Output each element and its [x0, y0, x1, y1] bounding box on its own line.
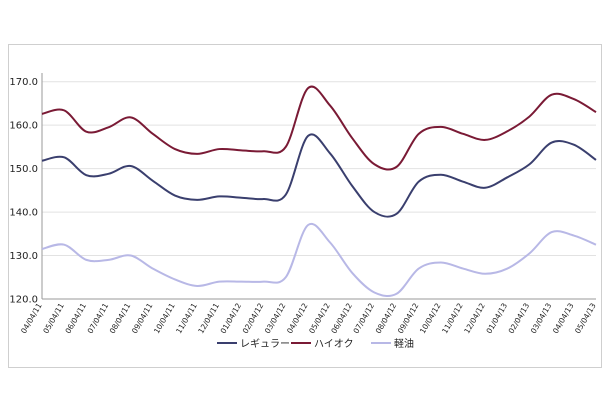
- series-line-1: [41, 133, 597, 218]
- x-tick-label: 09/04/11: [130, 301, 155, 335]
- legend-label: レギュラー: [240, 338, 290, 350]
- chart-frame: 120.0 130.0 140.0 150.0 160.0 170.0 04/04/11 0…: [8, 44, 602, 368]
- x-tick-label: 12/04/12: [462, 301, 487, 335]
- x-tick-label: 08/04/11: [108, 301, 133, 335]
- x-tick-label: 01/04/13: [484, 301, 509, 335]
- y-tick-label: 130.0: [9, 251, 38, 262]
- x-tick-label: 05/04/12: [307, 301, 332, 335]
- x-tick-label: 09/04/12: [396, 301, 421, 335]
- x-tick-label: 04/04/11: [19, 301, 44, 335]
- x-tick-label: 01/04/12: [219, 301, 244, 335]
- x-tick-label: 04/04/12: [285, 301, 310, 335]
- x-tick-label: 05/04/11: [41, 301, 66, 335]
- x-tick-label: 07/04/11: [86, 301, 111, 335]
- legend-label: ハイオク: [314, 338, 354, 350]
- y-tick-label: 170.0: [9, 77, 38, 88]
- x-tick-label: 12/04/11: [196, 301, 221, 335]
- x-tick-label: 10/04/12: [418, 301, 443, 335]
- x-tick-label: 03/04/12: [263, 301, 288, 335]
- x-tick-label: 10/04/11: [152, 301, 177, 335]
- legend-label: 軽油: [394, 337, 414, 350]
- y-tick-label: 160.0: [9, 121, 38, 132]
- x-tick-label: 02/04/13: [507, 301, 532, 335]
- x-tick-label: 05/04/13: [573, 301, 598, 335]
- series-line-3: [41, 222, 597, 298]
- y-tick-label: 120.0: [9, 295, 38, 306]
- x-tick-label: 06/04/12: [329, 301, 354, 335]
- x-tick-label: 07/04/12: [351, 301, 376, 335]
- x-tick-label: 11/04/11: [174, 301, 199, 335]
- x-tick-label: 03/04/13: [529, 301, 554, 335]
- x-tick-label: 04/04/13: [551, 301, 576, 335]
- x-tick-label: 02/04/12: [241, 301, 266, 335]
- x-tick-label: 08/04/12: [374, 301, 399, 335]
- x-tick-label: 06/04/11: [63, 301, 88, 335]
- y-tick-label: 150.0: [9, 164, 38, 175]
- x-tick-label: 11/04/12: [440, 301, 465, 335]
- y-tick-label: 140.0: [9, 208, 38, 219]
- series-line-2: [41, 85, 597, 171]
